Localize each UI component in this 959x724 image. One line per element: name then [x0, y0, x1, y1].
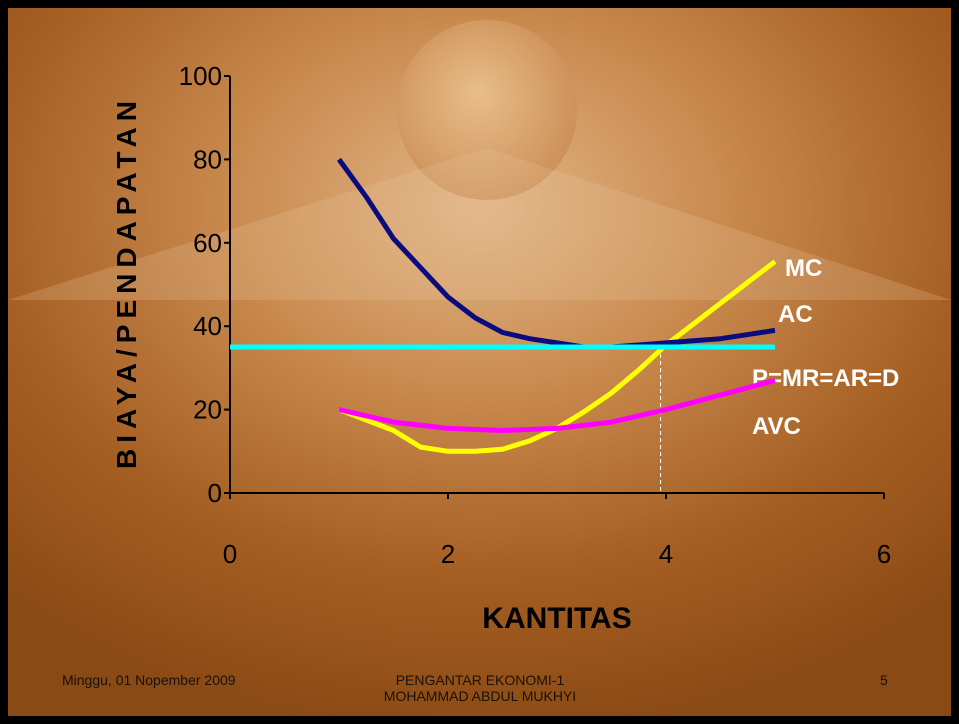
- y-tick-label: 60: [193, 228, 222, 258]
- footer-course-title: PENGANTAR EKONOMI-1: [395, 672, 565, 688]
- y-tick-label: 20: [193, 395, 222, 425]
- x-tick-label: 4: [659, 539, 673, 569]
- series-label: MC: [785, 255, 822, 282]
- x-axis-title: KANTITAS: [482, 602, 631, 635]
- series-line: [338, 377, 776, 433]
- footer-page: 5: [880, 672, 888, 688]
- y-axis-title: BIAYA/PENDAPATAN: [111, 95, 142, 469]
- footer-course: PENGANTAR EKONOMI-1 MOHAMMAD ABDUL MUKHY…: [320, 672, 640, 704]
- series-label: AVC: [752, 413, 801, 440]
- x-tick-label: 0: [223, 539, 237, 569]
- x-tick-label: 2: [441, 539, 455, 569]
- decor-rays: [8, 148, 951, 300]
- y-tick-label: 80: [193, 144, 222, 174]
- y-tick-label: 100: [179, 61, 222, 91]
- series-label: P=MR=AR=D: [752, 365, 899, 392]
- y-tick-label: 0: [208, 478, 222, 508]
- series-label: AC: [778, 301, 813, 328]
- decor-sphere: [397, 20, 577, 200]
- footer-date: Minggu, 01 Nopember 2009: [62, 672, 236, 688]
- footer-author: MOHAMMAD ABDUL MUKHYI: [383, 688, 577, 704]
- x-tick-label: 6: [877, 539, 891, 569]
- y-tick-label: 40: [193, 311, 222, 341]
- series-line: [336, 157, 776, 350]
